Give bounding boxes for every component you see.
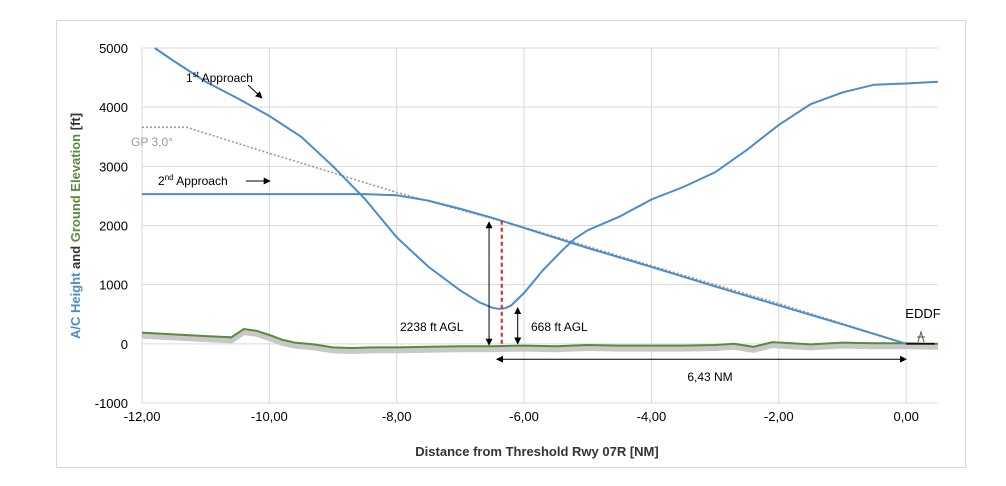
x-tick-label-5: -2,00: [764, 409, 794, 424]
glidepath-label: GP 3,0°: [131, 135, 173, 149]
agl-2238-label: 2238 ft AGL: [400, 320, 464, 334]
threshold-icon: [917, 330, 925, 343]
x-tick-label-6: 0,00: [894, 409, 919, 424]
y-tick-label-5: 4000: [99, 100, 128, 115]
y-tick-label-1: 0: [121, 337, 128, 352]
y-tick-label-3: 2000: [99, 219, 128, 234]
x-tick-label-4: -4,00: [637, 409, 667, 424]
series-lines: [141, 47, 939, 355]
x-tick-label-0: -12,00: [124, 409, 161, 424]
y-tick-label-2: 1000: [99, 278, 128, 293]
second-approach-label: 2nd Approach: [158, 173, 228, 188]
glidepath-line: [142, 126, 907, 345]
agl-668-label: 668 ft AGL: [531, 320, 588, 334]
second-approach-line: [142, 193, 907, 345]
x-axis-label: Distance from Threshold Rwy 07R [NM]: [415, 444, 658, 459]
first-approach-pointer: [247, 84, 263, 99]
y-axis-label-ground: Ground Elevation: [68, 134, 83, 242]
y-tick-label-0: -1000: [95, 396, 128, 411]
y-axis-label-height: A/C Height: [68, 272, 83, 339]
ground-shadow-line: [141, 328, 939, 355]
ground-elevation-line: [141, 327, 939, 350]
y-axis-label-and: and: [68, 242, 83, 272]
first-approach-line: [154, 47, 939, 310]
y-tick-label-4: 3000: [99, 159, 128, 174]
first-approach-label: 1st Approach: [186, 70, 253, 85]
y-axis-label: A/C Height and Ground Elevation [ft]: [68, 113, 83, 339]
tick-labels: -12,00 -10,00 -8,00 -6,00 -4,00 -2,00 0,00 -100…: [95, 41, 919, 424]
x-tick-label-3: -6,00: [509, 409, 539, 424]
annotations: [246, 84, 935, 363]
y-axis-label-unit: [ft]: [68, 113, 83, 134]
distance-label: 6,43 NM: [687, 370, 732, 384]
x-tick-label-2: -8,00: [382, 409, 412, 424]
y-tick-label-6: 5000: [99, 41, 128, 56]
x-tick-label-1: -10,00: [251, 409, 288, 424]
chart-frame: [56, 20, 966, 468]
airport-label: EDDF: [905, 306, 940, 321]
